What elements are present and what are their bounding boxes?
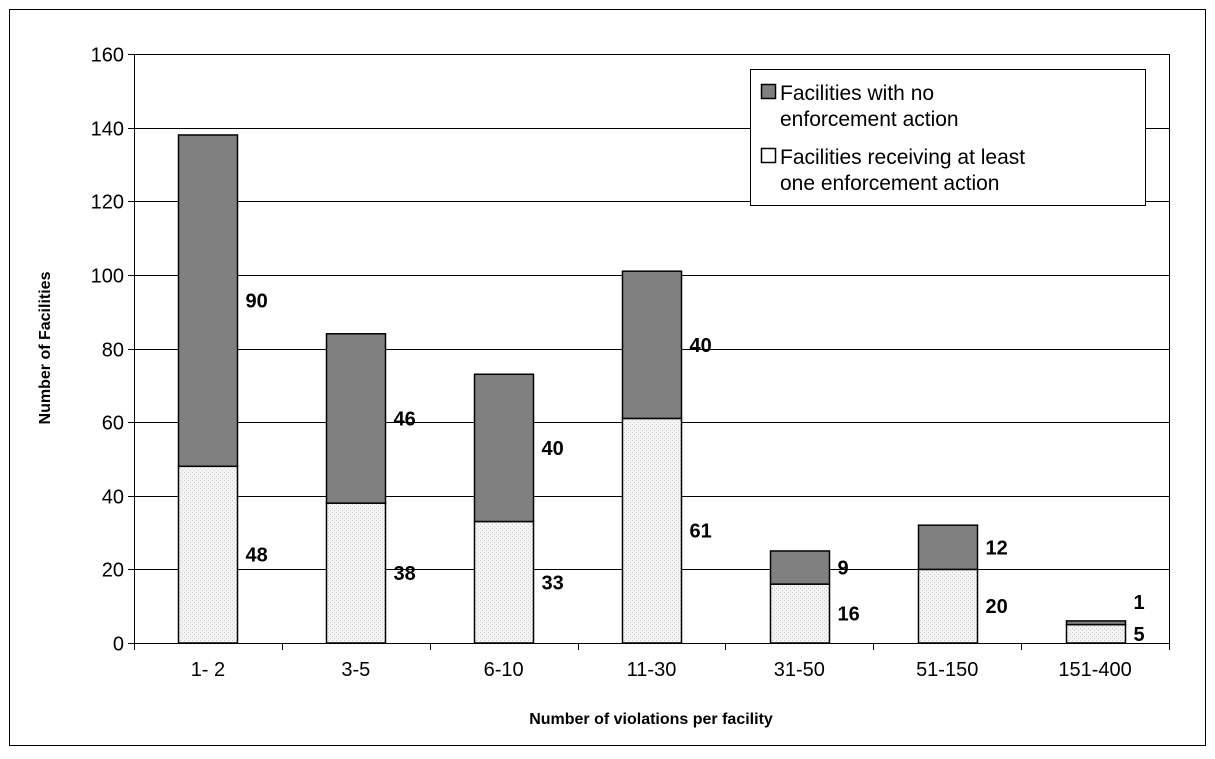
bar-enforcement-11-30 [621,417,683,644]
legend: Facilities with no enforcement actionFaci… [750,69,1146,206]
x-tick-label: 11-30 [627,659,677,681]
value-label-enforcement: 38 [394,563,416,585]
bar-no-enforcement-51-150 [917,524,979,571]
x-tick-label: 51-150 [916,659,978,681]
value-label-enforcement: 33 [542,572,564,594]
bar-no-enforcement-11-30 [621,270,683,420]
value-label-enforcement: 48 [246,545,268,567]
legend-label: Facilities with no enforcement action [780,82,959,131]
value-label-no-enforcement: 40 [542,438,564,460]
y-tick-label: 160 [91,45,124,67]
bar-enforcement-31-50 [769,583,831,644]
value-label-no-enforcement: 40 [690,335,712,357]
tick-labels: 0 20 40 60 80 100 120 140 160 1- 2 3-5 6-10 11-30 31-… [91,45,1132,682]
x-tick-label: 6-10 [484,659,524,681]
bar-enforcement-51-150 [917,568,979,644]
bar-enforcement-6-10 [473,520,535,644]
bar-no-enforcement-151-400 [1065,620,1127,626]
x-axis-title: Number of violations per facility [529,711,773,728]
x-tick-label: 151-400 [1058,659,1131,681]
y-tick-label: 40 [102,487,124,509]
y-tick-label: 0 [113,634,124,656]
bar-no-enforcement-3-5 [325,333,387,504]
bar-no-enforcement-6-10 [473,373,535,523]
y-axis-title: Number of Facilities [37,271,54,424]
legend-swatch [760,147,777,164]
axes [128,54,1170,650]
legend-label-line: enforcement action [780,108,959,131]
bar-no-enforcement-31-50 [769,550,831,585]
value-label-enforcement: 5 [1134,624,1145,646]
bar-no-enforcement-1-2 [177,134,239,468]
x-tick-label: 3-5 [341,659,370,681]
x-tick-label: 31-50 [774,659,825,681]
y-tick-label: 140 [91,119,124,141]
legend-label: Facilities receiving at least one enforce… [780,146,1025,195]
value-label-enforcement: 16 [838,604,860,626]
bars [177,134,1127,644]
legend-swatch [760,83,777,100]
legend-label-line: one enforcement action [780,172,999,195]
value-label-no-enforcement: 12 [986,537,1008,559]
value-label-no-enforcement: 46 [394,408,416,430]
y-tick-label: 60 [102,413,124,435]
bar-enforcement-1-2 [177,465,239,644]
y-tick-label: 100 [91,266,124,288]
bar-enforcement-3-5 [325,502,387,644]
y-tick-label: 20 [102,560,124,582]
value-label-no-enforcement: 90 [246,291,268,313]
y-tick-label: 80 [102,340,124,362]
y-tick-label: 120 [91,192,124,214]
legend-label-line: Facilities with no [780,82,934,105]
x-tick-label: 1- 2 [191,659,225,681]
value-label-enforcement: 20 [986,596,1008,618]
data-labels: 90 48 46 38 40 33 40 61 9 16 12 20 1 5 [246,291,1145,646]
value-label-enforcement: 61 [690,521,712,543]
bar-enforcement-151-400 [1065,623,1127,644]
value-label-no-enforcement: 9 [838,558,849,580]
legend-label-line: Facilities receiving at least [780,146,1025,169]
legend-box [750,69,1146,206]
value-label-no-enforcement: 1 [1134,592,1145,614]
